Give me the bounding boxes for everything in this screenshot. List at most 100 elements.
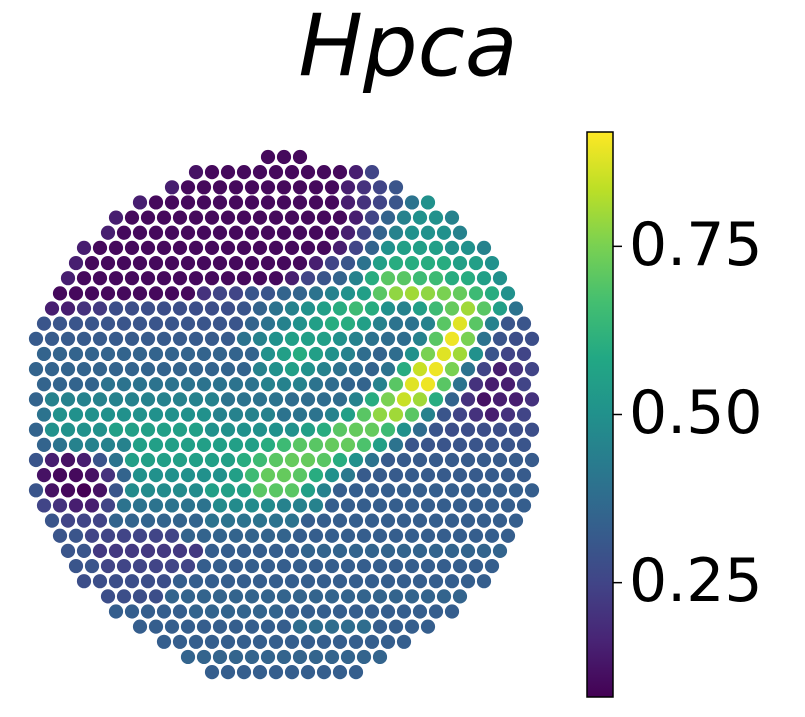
spot [243, 376, 261, 393]
spot [227, 179, 245, 196]
spot [179, 527, 197, 544]
spot [219, 482, 237, 499]
spot [363, 542, 381, 560]
spot [139, 209, 157, 226]
spot [419, 345, 437, 363]
spot [147, 618, 165, 635]
spot [323, 436, 341, 453]
spot [131, 254, 149, 272]
spot [171, 330, 189, 347]
spot [67, 376, 85, 393]
spot [195, 254, 213, 272]
spot [259, 148, 277, 166]
spot [403, 618, 421, 635]
spot [219, 603, 237, 620]
spot [459, 512, 477, 529]
spot [75, 512, 93, 529]
spot [339, 376, 357, 393]
spot [395, 239, 413, 256]
spot [235, 451, 253, 469]
spot [123, 482, 141, 499]
spot [403, 224, 421, 241]
spot [179, 557, 197, 575]
spot [219, 300, 237, 317]
spot [123, 361, 141, 378]
spot [211, 618, 229, 635]
spot [435, 467, 453, 484]
spot [59, 512, 77, 529]
spot [59, 330, 77, 347]
spot [475, 573, 493, 590]
spot [315, 451, 333, 469]
spot [227, 588, 245, 605]
spot [139, 512, 157, 529]
spot [67, 254, 85, 272]
spot [123, 330, 141, 347]
spot [299, 164, 317, 181]
spot [467, 345, 485, 363]
spot [275, 148, 293, 166]
spot [379, 330, 397, 347]
spot [163, 179, 181, 196]
spot [419, 588, 437, 605]
spot [379, 603, 397, 620]
spot [475, 391, 493, 408]
spot [507, 512, 525, 529]
spot [147, 345, 165, 363]
spot [419, 557, 437, 575]
spot [315, 542, 333, 560]
spot [387, 527, 405, 544]
spot [267, 573, 285, 590]
spot [75, 542, 93, 560]
spot [107, 512, 125, 529]
spot [499, 376, 517, 393]
spot [195, 648, 213, 666]
spot [283, 542, 301, 560]
spot [307, 497, 325, 514]
spot [195, 345, 213, 363]
spot [475, 270, 493, 287]
spot [403, 254, 421, 272]
colorbar-tick-label: 0.75 [629, 210, 763, 280]
spot [411, 209, 429, 226]
spot [195, 315, 213, 332]
spot [35, 436, 53, 453]
spot [195, 376, 213, 393]
spot [355, 467, 373, 484]
spot [443, 573, 461, 590]
spot [267, 270, 285, 287]
spot [171, 391, 189, 408]
spot [315, 603, 333, 620]
spot [299, 330, 317, 347]
spot [307, 436, 325, 453]
spot [379, 361, 397, 378]
spot [139, 482, 157, 499]
spot [179, 406, 197, 423]
spot [275, 467, 293, 484]
spot [259, 224, 277, 241]
spot [307, 179, 325, 196]
spot [451, 497, 469, 514]
spot [419, 224, 437, 241]
spot [315, 330, 333, 347]
spot [227, 345, 245, 363]
spot [451, 557, 469, 575]
spot [235, 361, 253, 378]
spot [251, 451, 269, 469]
spot [27, 421, 45, 438]
spot [275, 179, 293, 196]
spot [259, 436, 277, 453]
spot [411, 330, 429, 347]
spot [43, 391, 61, 408]
spot [227, 618, 245, 635]
spot [171, 573, 189, 590]
spot [67, 315, 85, 332]
spot [331, 542, 349, 560]
spot [27, 361, 45, 378]
spot [355, 436, 373, 453]
spot [267, 482, 285, 499]
spot [515, 406, 533, 423]
spot [475, 330, 493, 347]
spot [291, 527, 309, 544]
spot [59, 451, 77, 469]
